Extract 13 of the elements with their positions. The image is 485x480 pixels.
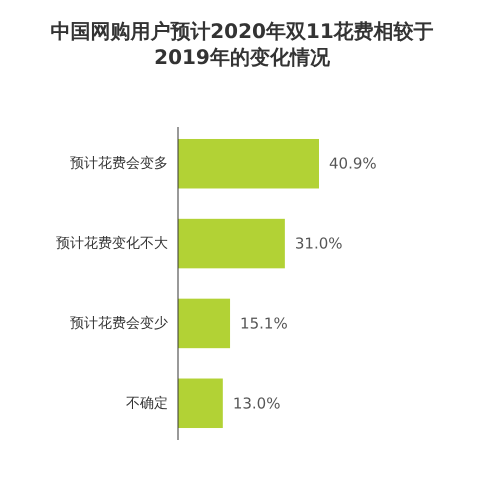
y-tick-label: 预计花费会变少 xyxy=(70,315,168,332)
bar xyxy=(178,378,223,428)
data-label: 15.1% xyxy=(240,314,288,332)
data-label: 31.0% xyxy=(294,234,343,253)
y-tick-label: 预计花费变化不大 xyxy=(56,236,168,252)
bar xyxy=(178,218,285,268)
y-tick-label: 预计花费会变多 xyxy=(70,156,168,172)
data-label: 40.9% xyxy=(329,154,377,173)
data-label: 13.0% xyxy=(232,394,280,412)
bar xyxy=(178,298,230,348)
bar xyxy=(178,138,319,188)
y-tick-label: 不确定 xyxy=(126,395,168,412)
chart-title: 中国网购用户预计2020年双11花费相较于2019年的变化情况 xyxy=(50,19,434,69)
